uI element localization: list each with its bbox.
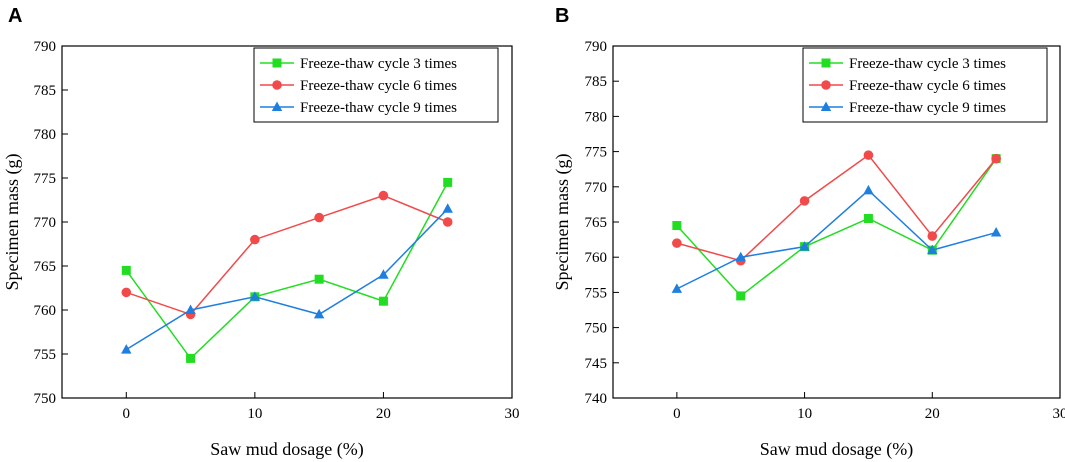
data-point — [378, 190, 389, 201]
data-point — [121, 344, 132, 354]
x-axis-label: Saw mud dosage (%) — [210, 439, 363, 460]
series-line — [676, 154, 997, 262]
y-tick-label: 750 — [585, 321, 608, 337]
y-tick-label: 790 — [585, 39, 608, 55]
y-tick-label: 750 — [34, 391, 57, 407]
legend-marker — [821, 58, 831, 68]
data-point — [799, 241, 810, 251]
data-point — [927, 231, 938, 241]
x-tick-label: 30 — [1053, 406, 1065, 422]
legend-label: Freeze-thaw cycle 6 times — [849, 78, 1006, 94]
legend-box — [802, 47, 1048, 123]
legend-label: Freeze-thaw cycle 9 times — [849, 100, 1006, 116]
data-point — [250, 234, 260, 245]
y-tick-label: 775 — [34, 171, 57, 187]
legend-label: Freeze-thaw cycle 3 times — [300, 56, 457, 72]
series-3 — [121, 203, 453, 354]
x-tick-label: 30 — [505, 406, 520, 422]
y-tick-label: 770 — [585, 180, 608, 196]
legend-marker — [271, 101, 283, 111]
series-line — [676, 189, 997, 290]
data-point — [314, 274, 324, 284]
x-tick-label: 0 — [673, 406, 681, 422]
data-point — [735, 251, 746, 262]
legend-marker — [820, 101, 832, 111]
y-tick-label: 770 — [34, 215, 57, 231]
data-point — [672, 238, 682, 248]
y-tick-label: 745 — [585, 356, 608, 372]
data-point — [313, 308, 325, 319]
y-tick-label: 780 — [34, 127, 57, 143]
data-point — [799, 196, 810, 206]
series-2 — [672, 150, 1001, 266]
y-tick-label: 740 — [585, 391, 608, 407]
data-point — [378, 296, 388, 306]
data-point — [314, 212, 324, 223]
data-point — [249, 291, 261, 301]
series-line — [125, 182, 449, 360]
x-tick-label: 10 — [797, 406, 812, 422]
x-tick-label: 20 — [925, 406, 940, 422]
series-1 — [121, 177, 453, 363]
legend-label: Freeze-thaw cycle 6 times — [300, 78, 457, 94]
x-axis-label: Saw mud dosage (%) — [760, 439, 913, 460]
panel-label: A — [8, 5, 22, 27]
data-point — [442, 217, 453, 227]
legend-box — [253, 47, 499, 123]
y-tick-label: 760 — [585, 250, 608, 266]
data-point — [186, 353, 196, 363]
series-1 — [672, 154, 1001, 301]
y-tick-label: 790 — [34, 39, 57, 55]
data-point — [442, 203, 453, 213]
legend-label: Freeze-thaw cycle 3 times — [849, 56, 1006, 72]
data-point — [990, 227, 1002, 237]
data-point — [671, 283, 683, 293]
chart-panel-a: A 750 755 760 765 770 775 780 785 790 0 10 20 30 Saw m… — [2, 5, 520, 460]
y-tick-label: 760 — [34, 303, 57, 319]
x-tick-label: 10 — [247, 406, 262, 422]
y-tick-label: 755 — [34, 347, 57, 363]
y-tick-label: 785 — [585, 74, 608, 90]
y-tick-label: 775 — [585, 145, 608, 161]
y-tick-label: 765 — [585, 215, 608, 231]
y-tick-label: 765 — [34, 259, 57, 275]
chart-panel-b: B 740 745 750 755 760 765 770 775 780 785 790 0 10 20 3… — [552, 5, 1065, 460]
series-line — [676, 158, 997, 297]
y-tick-label: 780 — [585, 109, 608, 125]
panel-label: B — [555, 5, 569, 27]
data-point — [185, 304, 196, 314]
legend-marker — [272, 58, 282, 68]
y-axis-label: Specimen mass (g) — [2, 154, 23, 291]
data-point — [863, 184, 874, 195]
y-tick-label: 785 — [34, 83, 57, 99]
data-point — [672, 221, 682, 231]
series-line — [125, 208, 449, 351]
data-point — [378, 269, 389, 279]
y-axis-label: Specimen mass (g) — [552, 154, 573, 291]
legend-marker — [272, 80, 282, 90]
x-tick-label: 0 — [123, 406, 131, 422]
data-point — [863, 150, 874, 160]
data-point — [927, 244, 938, 255]
legend: Freeze-thaw cycle 3 times Freeze-thaw cyc… — [253, 47, 499, 123]
data-point — [991, 153, 1001, 164]
series-line — [126, 194, 448, 316]
x-tick-label: 20 — [376, 406, 391, 422]
data-point — [443, 177, 453, 187]
series-3 — [671, 184, 1002, 293]
legend: Freeze-thaw cycle 3 times Freeze-thaw cyc… — [802, 47, 1048, 123]
legend-marker — [821, 80, 831, 90]
data-point — [121, 265, 131, 275]
data-point — [121, 287, 132, 298]
data-point — [736, 291, 746, 301]
legend-label: Freeze-thaw cycle 9 times — [300, 100, 457, 116]
y-tick-label: 755 — [585, 285, 608, 301]
data-point — [863, 213, 873, 223]
